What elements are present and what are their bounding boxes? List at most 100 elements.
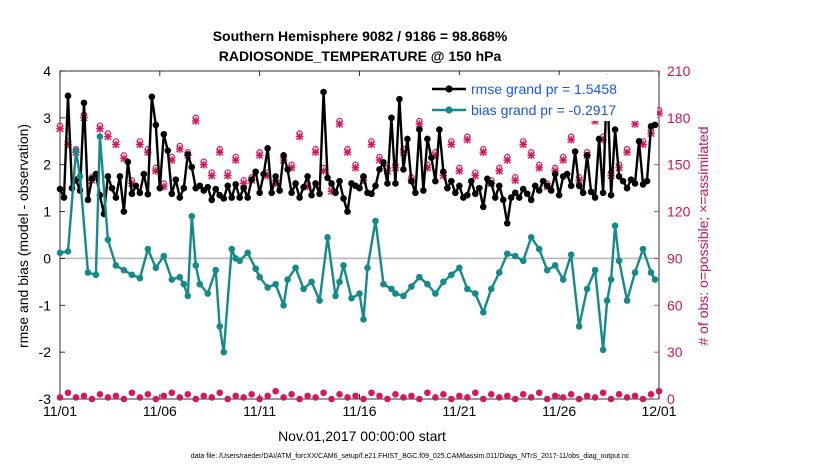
obs-assimilated-marker xyxy=(96,124,104,133)
obs-count-bottom-marker xyxy=(607,395,615,403)
rmse-data-point xyxy=(172,176,180,184)
rmse-data-point xyxy=(503,219,511,227)
obs-count-bottom-marker xyxy=(559,394,567,401)
bias-data-point xyxy=(188,212,196,220)
bias-data-point xyxy=(440,278,447,286)
rmse-data-point xyxy=(300,183,307,191)
obs-assimilated-marker xyxy=(303,182,312,191)
y-right-tick-label: 210 xyxy=(667,63,691,79)
obs-count-bottom-marker xyxy=(487,391,495,398)
obs-count-bottom-marker xyxy=(56,394,64,401)
obs-count-bottom-marker xyxy=(112,392,120,400)
obs-count-bottom-marker xyxy=(88,395,96,403)
obs-assimilated-marker xyxy=(311,148,320,157)
bias-data-point xyxy=(184,292,192,300)
rmse-data-point xyxy=(619,177,627,185)
obs-count-bottom-marker xyxy=(567,391,575,398)
obs-count-bottom-marker xyxy=(96,391,104,398)
obs-count-bottom-marker xyxy=(256,395,263,403)
bias-data-point xyxy=(567,251,575,258)
obs-assimilated-marker xyxy=(191,117,200,125)
rmse-data-point xyxy=(332,189,339,197)
obs-count-bottom-marker xyxy=(432,394,439,401)
rmse-data-point xyxy=(583,152,591,159)
rmse-data-point xyxy=(507,194,515,201)
bias-data-point xyxy=(192,262,200,269)
rmse-data-point xyxy=(336,177,343,185)
bias-data-point xyxy=(56,249,64,257)
obs-count-bottom-marker xyxy=(543,395,551,403)
rmse-data-point xyxy=(404,135,411,143)
obs-count-bottom-marker xyxy=(352,392,359,400)
bias-data-point xyxy=(280,301,287,309)
legend-bias-marker xyxy=(445,106,453,114)
obs-assimilated-marker xyxy=(447,140,456,149)
rmse-data-point xyxy=(108,184,116,192)
obs-count-bottom-marker xyxy=(312,394,319,401)
obs-assimilated-marker xyxy=(239,179,248,188)
bias-data-point xyxy=(535,245,543,253)
rmse-data-point xyxy=(208,196,216,204)
rmse-data-point xyxy=(372,182,379,190)
rmse-data-point xyxy=(188,163,196,171)
chart-titles: Southern Hemisphere 9082 / 9186 = 98.868… xyxy=(213,28,508,64)
obs-count-bottom-marker xyxy=(216,389,224,397)
obs-assimilated-marker xyxy=(631,120,639,128)
obs-count-bottom-marker xyxy=(392,391,399,398)
bias-data-point xyxy=(472,290,479,297)
obs-count-bottom-marker xyxy=(511,395,519,403)
obs-assimilated-marker xyxy=(112,140,120,149)
bias-data-point xyxy=(408,283,415,290)
bias-data-point xyxy=(364,264,371,272)
x-tick-label: 11/16 xyxy=(343,403,377,419)
x-tick-label: 11/21 xyxy=(442,403,476,419)
obs-assimilated-marker xyxy=(463,135,472,144)
obs-count-bottom-marker xyxy=(208,394,216,401)
rmse-data-point xyxy=(304,173,311,180)
bias-data-point xyxy=(144,245,152,253)
bias-data-point xyxy=(272,280,279,288)
y-right-tick-label: 180 xyxy=(667,110,691,126)
rmse-data-point xyxy=(571,148,579,155)
rmse-data-point xyxy=(611,126,619,133)
rmse-data-point xyxy=(260,170,267,178)
rmse-data-point xyxy=(388,114,395,122)
obs-assimilated-marker xyxy=(535,164,543,172)
bias-data-point xyxy=(519,257,527,265)
rmse-data-point xyxy=(88,175,96,183)
rmse-data-point xyxy=(511,189,519,197)
bias-data-point xyxy=(639,245,647,253)
legend-box xyxy=(426,75,657,121)
obs-assimilated-marker xyxy=(639,140,647,149)
obs-assimilated-marker xyxy=(511,176,520,185)
rmse-data-point xyxy=(104,173,112,180)
bias-data-point xyxy=(583,285,591,293)
rmse-data-point xyxy=(444,184,451,192)
obs-count-bottom-marker xyxy=(336,391,343,398)
obs-assimilated-marker xyxy=(527,151,536,160)
rmse-data-point xyxy=(563,170,571,178)
obs-count-bottom-marker xyxy=(495,394,503,401)
obs-count-bottom-marker xyxy=(232,392,240,400)
obs-assimilated-marker xyxy=(423,164,432,172)
rmse-data-point xyxy=(436,126,443,133)
obs-count-bottom-marker xyxy=(240,394,247,401)
obs-assimilated-marker xyxy=(207,171,216,180)
rmse-data-point xyxy=(288,189,295,197)
rmse-data-point xyxy=(631,180,639,187)
obs-count-bottom-marker xyxy=(639,395,647,403)
rmse-data-point xyxy=(116,173,124,180)
y-right-tick-label: 60 xyxy=(667,297,683,313)
rmse-data-point xyxy=(112,194,120,201)
bias-data-point xyxy=(348,294,355,302)
bias-data-point xyxy=(96,133,104,140)
data-file-footnote: data file: /Users/raeder/DAI/ATM_forcXX/… xyxy=(191,453,630,460)
bias-data-point xyxy=(603,297,611,304)
legend-bias-label: bias grand pr = -0.2917 xyxy=(471,102,616,118)
bias-data-point xyxy=(128,271,136,279)
obs-assimilated-marker xyxy=(104,132,112,141)
obs-count-bottom-marker xyxy=(464,394,471,401)
obs-count-bottom-marker xyxy=(64,389,72,397)
rmse-data-point xyxy=(340,195,347,202)
bias-data-point xyxy=(503,250,511,258)
